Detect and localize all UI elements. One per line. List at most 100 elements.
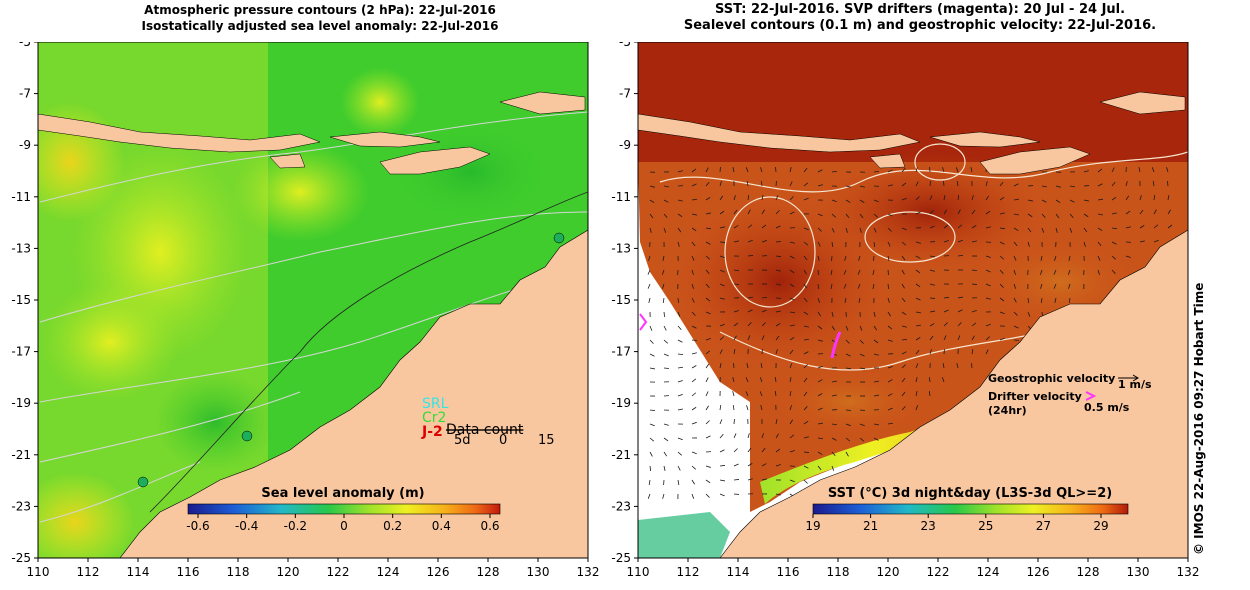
- velocity-arrow: [761, 240, 767, 243]
- velocity-arrow: [873, 437, 879, 441]
- sst-mid-2: [760, 362, 940, 442]
- velocity-arrow: [803, 182, 809, 187]
- velocity-arrow: [873, 227, 877, 233]
- velocity-arrow: [803, 325, 809, 328]
- velocity-arrow: [677, 380, 683, 383]
- velocity-arrow: [859, 213, 864, 219]
- velocity-arrow: [705, 435, 711, 439]
- velocity-arrow: [1053, 269, 1057, 275]
- velocity-arrow: [1013, 198, 1019, 201]
- velocity-arrow: [1111, 255, 1117, 260]
- velocity-arrow: [803, 255, 808, 261]
- velocity-arrow: [1083, 199, 1089, 202]
- velocity-arrow: [775, 225, 781, 229]
- velocity-arrow: [887, 339, 893, 342]
- velocity-arrow: [1111, 196, 1117, 201]
- sla-high-3: [40, 282, 180, 402]
- velocity-arrow: [1097, 255, 1101, 261]
- velocity-arrow: [845, 367, 851, 370]
- right-x-tick-label: 118: [827, 565, 850, 579]
- velocity-arrow: [901, 283, 905, 289]
- right-y-tick-label: -17: [611, 345, 631, 359]
- velocity-arrow: [761, 463, 767, 467]
- sla-high-6: [340, 67, 420, 137]
- velocity-arrow: [887, 325, 893, 330]
- velocity-arrow: [943, 240, 949, 243]
- velocity-arrow: [859, 325, 863, 331]
- velocity-arrow: [1027, 213, 1033, 218]
- left-y-tick-label: -25: [11, 551, 31, 565]
- velocity-arrow: [747, 478, 753, 481]
- velocity-arrow: [1152, 180, 1155, 187]
- velocity-arrow: [1167, 195, 1170, 201]
- velocity-arrow: [719, 363, 722, 369]
- velocity-arrow: [901, 255, 906, 261]
- legend-j2: J-2: [421, 424, 443, 440]
- velocity-arrow: [1040, 255, 1043, 261]
- velocity-arrow: [677, 227, 682, 233]
- velocity-arrow: [649, 227, 652, 233]
- velocity-arrow: [859, 199, 865, 203]
- velocity-arrow: [817, 393, 823, 397]
- velocity-arrow: [732, 404, 735, 411]
- velocity-arrow: [705, 167, 709, 173]
- velocity-arrow: [817, 269, 820, 276]
- velocity-arrow: [957, 309, 963, 313]
- right-x-tick-label: 132: [1177, 565, 1200, 579]
- velocity-arrow: [705, 420, 710, 425]
- velocity-arrow: [775, 323, 781, 327]
- velocity-arrow: [831, 423, 838, 426]
- velocity-arrow: [873, 339, 879, 344]
- velocity-arrow: [691, 325, 697, 329]
- legend-cr2: Cr2: [422, 410, 446, 426]
- velocity-arrow: [901, 197, 907, 201]
- geostrophic-velocity-label: Geostrophic velocity: [988, 372, 1115, 385]
- velocity-arrow: [761, 296, 768, 299]
- pressure-contour-1: [39, 111, 588, 203]
- velocity-arrow: [915, 311, 921, 314]
- velocity-arrow: [775, 241, 782, 243]
- velocity-arrow: [999, 181, 1004, 187]
- velocity-arrow: [1125, 226, 1131, 229]
- velocity-arrow: [705, 479, 711, 484]
- velocity-arrow: [761, 322, 766, 327]
- velocity-arrow: [789, 479, 795, 483]
- velocity-arrow: [901, 269, 905, 275]
- velocity-arrow: [803, 338, 810, 341]
- left-x-tick-label: 120: [277, 565, 300, 579]
- drifter-scale-arrow: [1085, 391, 1097, 401]
- right-y-tick-label: -21: [611, 448, 631, 462]
- velocity-arrow: [649, 199, 655, 204]
- velocity-arrow: [929, 255, 936, 258]
- sealevel-contour-1: [659, 151, 1188, 193]
- right-y-axis: -5 -7 -9 -11 -13 -15 -17 -19 -21 -23 -25: [611, 42, 638, 565]
- left-y-tick-label: -9: [19, 138, 31, 152]
- velocity-arrow: [901, 182, 907, 187]
- pressure-contour-2: [39, 211, 588, 323]
- velocity-arrow: [789, 241, 795, 244]
- velocity-arrow: [663, 213, 668, 219]
- velocity-arrow: [957, 224, 963, 229]
- sst-map: Geostrophic velocity 1 m/s Drifter veloc…: [611, 42, 1200, 579]
- left-x-tick-label: 122: [327, 565, 350, 579]
- velocity-arrow: [649, 367, 655, 370]
- velocity-arrow: [691, 255, 695, 261]
- velocity-arrow: [985, 195, 990, 201]
- velocity-arrow: [719, 493, 725, 497]
- velocity-arrow: [677, 479, 680, 485]
- right-y-tick-label: -19: [611, 396, 631, 410]
- velocity-arrow: [1083, 170, 1089, 173]
- velocity-arrow: [1139, 209, 1144, 215]
- left-x-axis: 110 112 114 116 118 120 122 124 126 128 130 132: [27, 558, 599, 579]
- velocity-arrow: [1069, 199, 1075, 203]
- velocity-arrow: [691, 479, 695, 485]
- velocity-arrow: [760, 167, 763, 173]
- velocity-arrow: [941, 377, 945, 383]
- velocity-arrow: [955, 167, 959, 173]
- right-title-line2: Sealevel contours (0.1 m) and geostrophi…: [683, 18, 1157, 33]
- velocity-arrow: [746, 180, 749, 187]
- velocity-arrow: [1111, 269, 1116, 274]
- velocity-arrow: [845, 199, 851, 203]
- velocity-arrow: [943, 224, 949, 229]
- velocity-arrow: [1027, 241, 1030, 247]
